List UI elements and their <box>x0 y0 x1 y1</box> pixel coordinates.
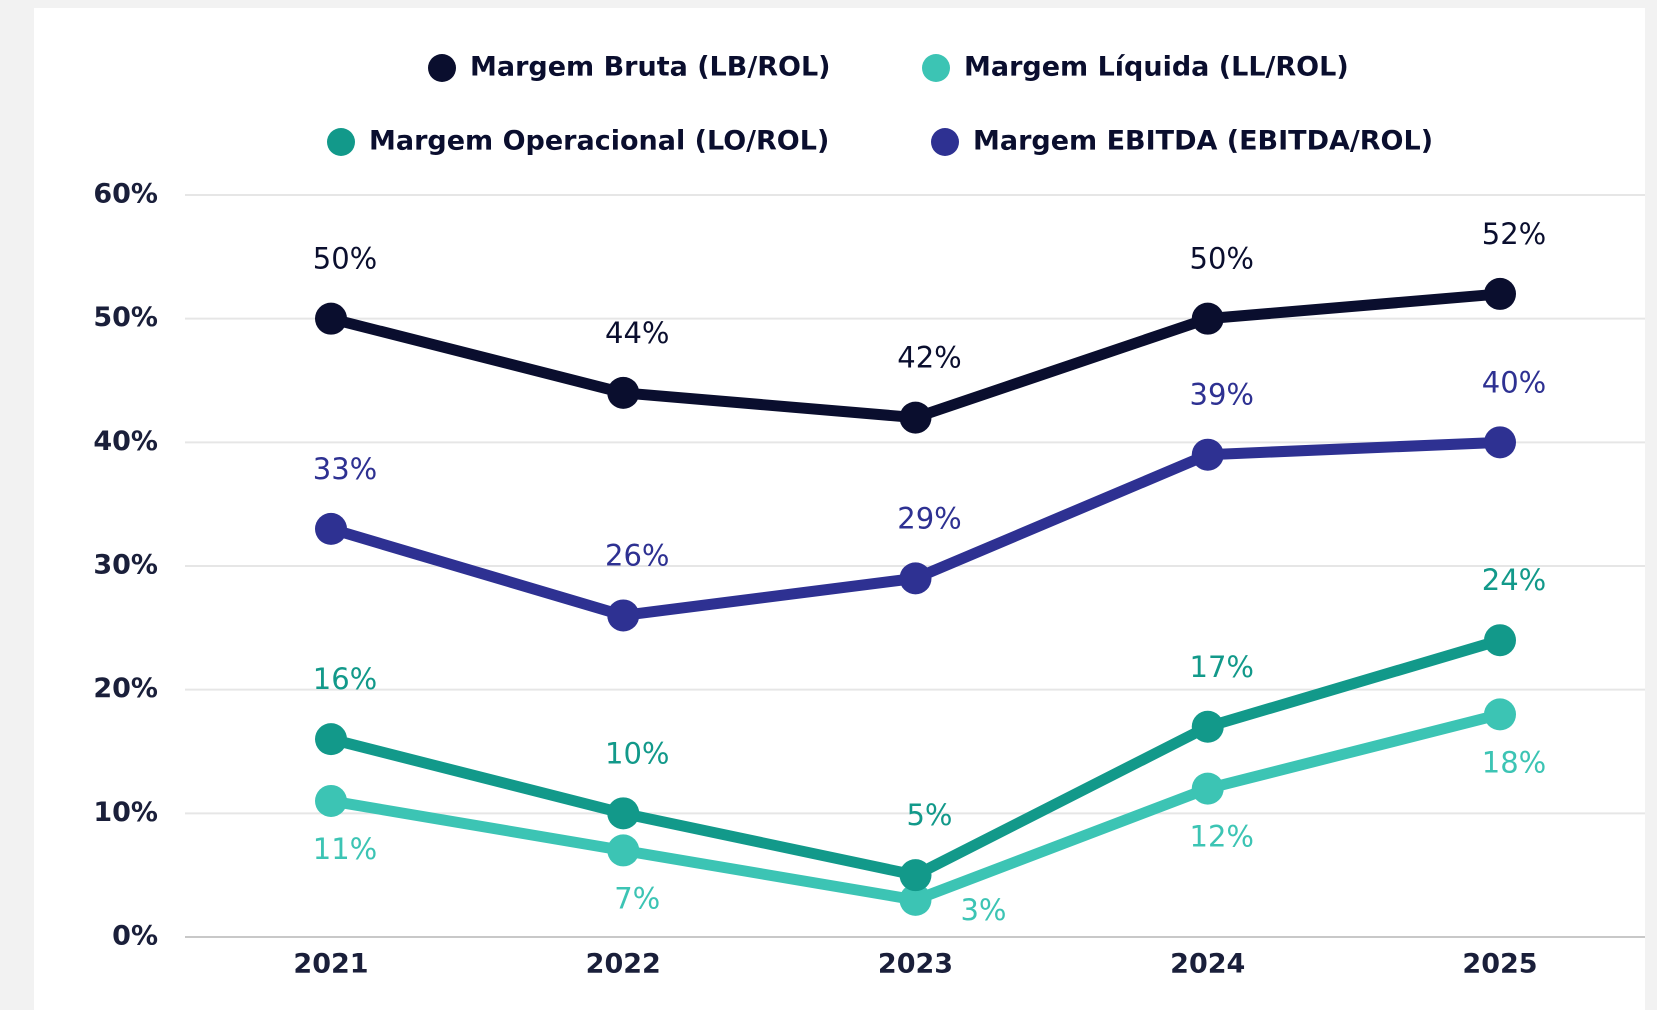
y-tick-label: 0% <box>112 921 158 952</box>
point <box>1191 772 1224 805</box>
value-label: 40% <box>1482 365 1546 399</box>
value-label: 33% <box>313 452 377 486</box>
legend-label: Margem Operacional (LO/ROL) <box>369 126 829 157</box>
point <box>607 599 640 632</box>
point <box>1191 302 1224 335</box>
point <box>1484 277 1516 310</box>
point <box>315 723 347 756</box>
x-tick-label: 2023 <box>878 949 953 980</box>
x-tick-label: 2021 <box>293 949 368 980</box>
x-tick-label: 2024 <box>1170 949 1245 980</box>
point <box>899 401 932 434</box>
x-tick-label: 2025 <box>1462 949 1537 980</box>
point <box>315 784 347 817</box>
value-label: 7% <box>614 881 660 915</box>
point <box>1191 438 1224 471</box>
value-label: 24% <box>1482 563 1546 597</box>
value-label: 29% <box>897 501 961 535</box>
legend-marker <box>922 54 950 82</box>
legend-marker <box>327 128 355 156</box>
point <box>607 376 640 409</box>
y-tick-label: 40% <box>93 426 158 457</box>
value-label: 5% <box>906 798 952 832</box>
value-label: 11% <box>313 832 377 866</box>
value-label: 50% <box>313 242 377 276</box>
value-label: 42% <box>897 341 961 375</box>
y-tick-label: 50% <box>93 302 158 333</box>
value-label: 26% <box>605 538 669 572</box>
point <box>1484 624 1516 657</box>
value-label: 3% <box>960 893 1006 927</box>
point <box>315 512 347 545</box>
point <box>315 302 347 335</box>
legend-label: Margem Bruta (LB/ROL) <box>470 52 831 83</box>
point <box>1484 426 1516 459</box>
point <box>899 562 932 595</box>
x-tick-label: 2022 <box>586 949 661 980</box>
panel <box>34 8 1645 1010</box>
legend-marker <box>931 128 959 156</box>
value-label: 39% <box>1190 378 1254 412</box>
legend-label: Margem Líquida (LL/ROL) <box>964 52 1349 83</box>
legend-marker <box>428 54 456 82</box>
value-label: 10% <box>605 736 669 770</box>
value-label: 16% <box>313 662 377 696</box>
value-label: 17% <box>1190 650 1254 684</box>
value-label: 12% <box>1190 820 1254 854</box>
y-tick-label: 10% <box>93 797 158 828</box>
value-label: 52% <box>1482 217 1546 251</box>
point <box>607 797 640 830</box>
y-tick-label: 60% <box>93 179 158 210</box>
point <box>1191 710 1224 743</box>
y-tick-label: 30% <box>93 550 158 581</box>
y-tick-label: 20% <box>93 673 158 704</box>
value-label: 18% <box>1482 745 1546 779</box>
point <box>1484 698 1516 731</box>
legend-label: Margem EBITDA (EBITDA/ROL) <box>973 126 1433 157</box>
point <box>899 859 932 892</box>
point <box>899 883 932 916</box>
point <box>607 834 640 867</box>
value-label: 44% <box>605 316 669 350</box>
value-label: 50% <box>1190 242 1254 276</box>
